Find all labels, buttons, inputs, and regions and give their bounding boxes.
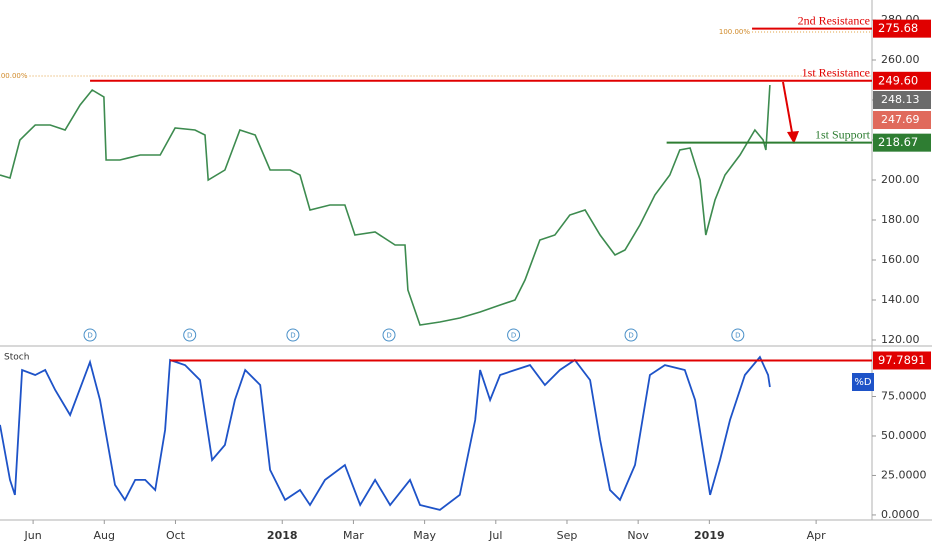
y-tick-label: 260.00 <box>881 53 920 66</box>
stoch-title: Stoch <box>4 353 29 363</box>
y-tick-label: 200.00 <box>881 173 920 186</box>
x-tick-label: Oct <box>166 529 186 542</box>
x-tick-label: Aug <box>94 529 115 542</box>
fib-label: 100.00% <box>719 28 750 36</box>
dividend-label: D <box>735 332 740 340</box>
level-tag <box>873 351 931 370</box>
level-name: 1st Support <box>815 127 871 141</box>
dividend-label: D <box>628 332 633 340</box>
x-tick-label: Sep <box>557 529 578 542</box>
y-tick-label: 25.0000 <box>881 468 927 481</box>
dividend-marker <box>183 328 197 342</box>
y-tick-label: 0.0000 <box>881 508 920 521</box>
dividend-label: D <box>290 332 295 340</box>
legend-label: %D <box>854 377 872 388</box>
y-tick-label: 50.0000 <box>881 429 927 442</box>
dividend-label: D <box>511 332 516 340</box>
dividend-label: D <box>87 332 92 340</box>
dividend-marker <box>382 328 396 342</box>
price-tag <box>873 91 931 109</box>
y-tick-label: 160.00 <box>881 253 920 266</box>
legend-tag <box>852 373 874 391</box>
x-tick-label: Apr <box>807 529 827 542</box>
y-tick-label: 140.00 <box>881 293 920 306</box>
x-tick-label: Jun <box>24 529 42 542</box>
y-tick-label: 180.00 <box>881 213 920 226</box>
level-tag-label: 97.7891 <box>878 353 926 367</box>
level-tag-label: 249.60 <box>878 73 918 87</box>
level-tag-label: 218.67 <box>878 135 918 149</box>
fib-label: 100.00% <box>0 72 28 80</box>
data-line <box>0 84 771 326</box>
level-tag <box>873 133 931 152</box>
arrow-head <box>787 131 799 144</box>
level-tag <box>873 71 931 90</box>
dividend-marker <box>624 328 638 342</box>
price-tag-label: 248.13 <box>881 93 920 106</box>
x-tick-label: May <box>413 529 436 542</box>
level-name: 2nd Resistance <box>798 13 870 27</box>
dividend-marker <box>83 328 97 342</box>
x-tick-label: Mar <box>343 529 364 542</box>
dividend-marker <box>731 328 745 342</box>
price-tag-label: 247.69 <box>881 113 920 126</box>
data-line <box>0 355 771 511</box>
x-tick-label: 2019 <box>694 529 725 542</box>
dividend-label: D <box>187 332 192 340</box>
price-tag <box>873 111 931 129</box>
level-tag-label: 275.68 <box>878 21 918 35</box>
dividend-marker <box>507 328 521 342</box>
x-tick-label: Jul <box>488 529 502 542</box>
y-tick-label: 75.0000 <box>881 389 927 402</box>
level-name: 1st Resistance <box>802 66 870 80</box>
dividend-label: D <box>386 332 391 340</box>
dividend-marker <box>286 328 300 342</box>
x-tick-label: 2018 <box>267 529 298 542</box>
x-tick-label: Nov <box>627 529 649 542</box>
y-tick-label: 120.00 <box>881 333 920 346</box>
arrow <box>782 81 794 139</box>
level-tag <box>873 19 931 38</box>
